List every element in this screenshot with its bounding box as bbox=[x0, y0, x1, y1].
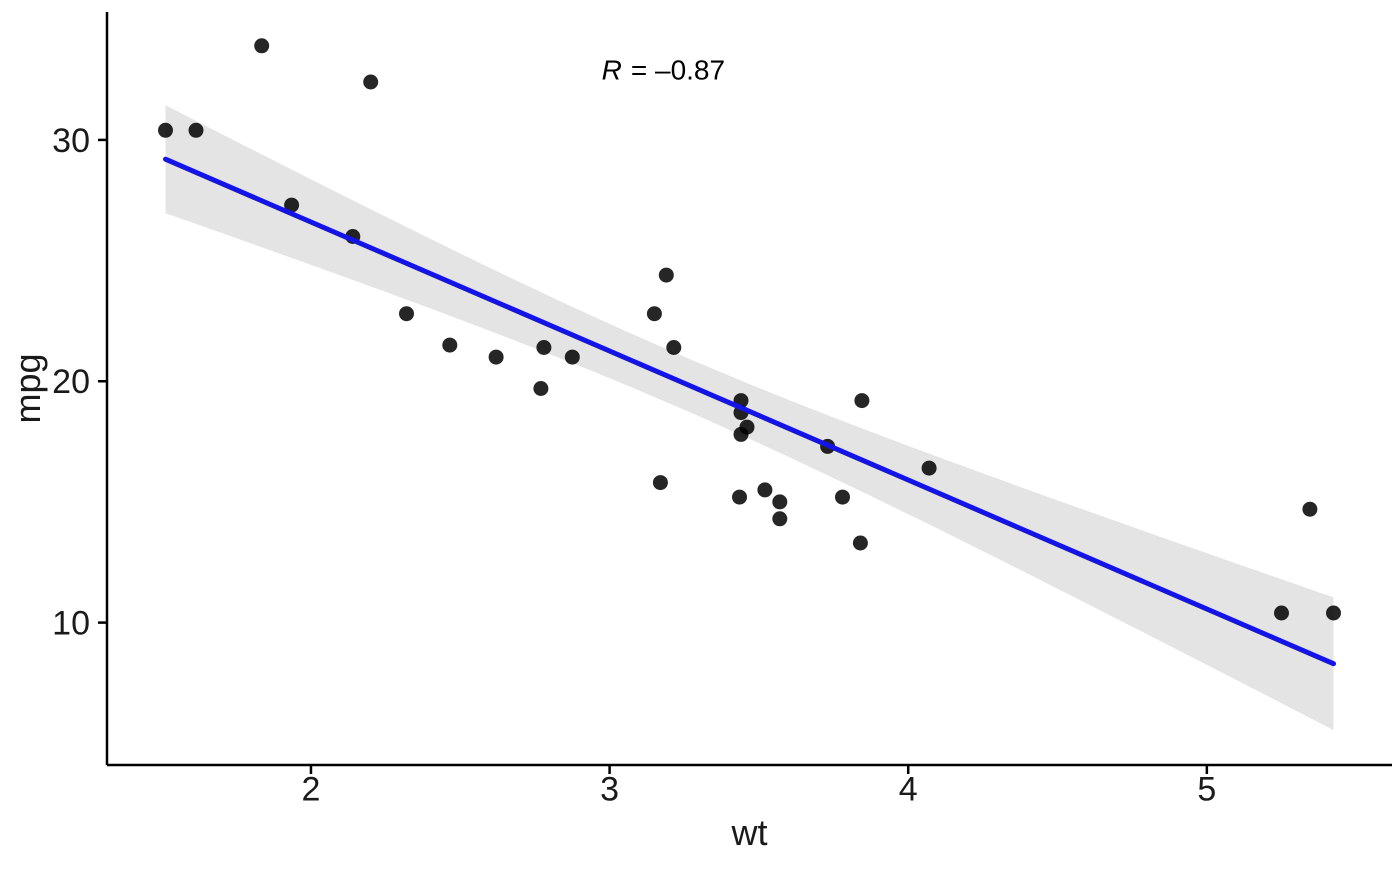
data-point bbox=[652, 475, 668, 491]
data-point bbox=[1302, 501, 1318, 517]
data-point bbox=[666, 340, 682, 355]
data-point bbox=[658, 267, 674, 283]
data-point bbox=[733, 426, 749, 442]
x-axis-title: wt bbox=[731, 812, 768, 853]
data-point bbox=[188, 122, 204, 138]
axes-layer bbox=[105, 12, 1392, 767]
data-point bbox=[921, 460, 937, 476]
data-point bbox=[772, 494, 788, 510]
confidence-band-layer bbox=[165, 105, 1334, 731]
data-point bbox=[852, 535, 868, 551]
annotation-r-symbol: R bbox=[602, 55, 622, 86]
data-point bbox=[835, 489, 850, 505]
tick-labels-layer: 2 3 4 5 10 20 30 bbox=[52, 122, 1216, 809]
regression-line-layer bbox=[163, 156, 1336, 667]
confidence-band bbox=[165, 105, 1334, 731]
data-point bbox=[757, 482, 773, 498]
data-point bbox=[564, 349, 580, 365]
y-tick-label: 30 bbox=[52, 122, 90, 160]
x-tick-label: 5 bbox=[1197, 771, 1216, 809]
annotation-r-value: = –0.87 bbox=[631, 55, 725, 86]
data-point bbox=[442, 337, 458, 353]
correlation-annotation: R = –0.87 bbox=[602, 55, 725, 86]
data-point bbox=[363, 74, 379, 90]
data-point bbox=[488, 349, 504, 365]
tick-marks-layer bbox=[98, 138, 1209, 774]
data-point bbox=[772, 511, 788, 527]
x-tick-label: 2 bbox=[302, 771, 321, 809]
y-axis-title: mpg bbox=[7, 353, 48, 423]
data-point bbox=[1274, 605, 1289, 621]
data-point bbox=[533, 381, 549, 396]
data-point bbox=[646, 306, 662, 322]
regression-line bbox=[163, 156, 1336, 667]
data-point bbox=[284, 197, 300, 213]
y-tick-label: 10 bbox=[52, 605, 90, 643]
x-tick-label: 4 bbox=[899, 771, 918, 809]
y-tick-label: 20 bbox=[52, 363, 90, 401]
data-point bbox=[536, 340, 552, 355]
data-point bbox=[854, 393, 870, 409]
data-point bbox=[1326, 605, 1341, 621]
data-point bbox=[158, 122, 173, 138]
data-point bbox=[254, 38, 270, 54]
data-point bbox=[732, 489, 747, 505]
x-tick-label: 3 bbox=[600, 771, 619, 809]
data-point bbox=[399, 306, 414, 322]
